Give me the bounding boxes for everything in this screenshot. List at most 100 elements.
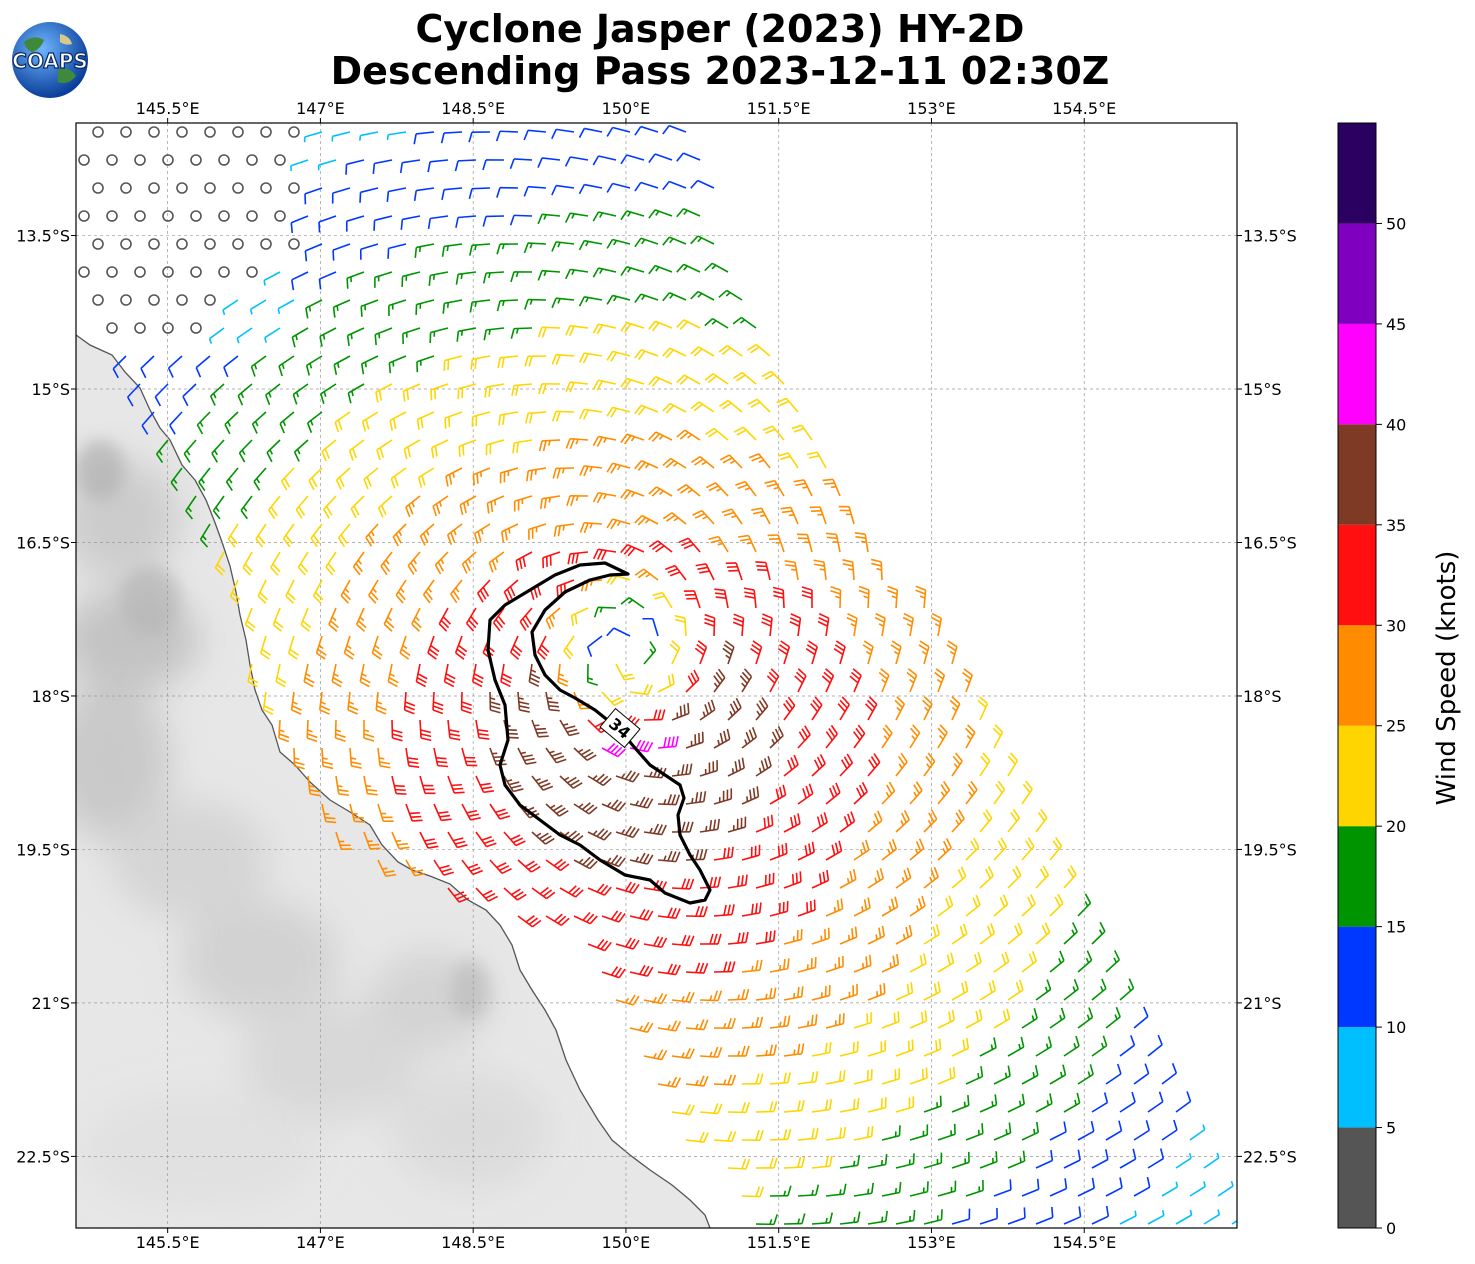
wind-barb [727, 1102, 751, 1114]
wind-barb [363, 775, 378, 796]
wind-barb [620, 597, 645, 609]
wind-barb [232, 182, 244, 194]
wind-barb [676, 374, 701, 385]
wind-barb [853, 1182, 875, 1197]
wind-barb [1021, 894, 1036, 917]
wind-barb [347, 691, 359, 715]
wind-barb [923, 1209, 943, 1225]
wind-barb [993, 1122, 1012, 1141]
wind-barb [923, 1152, 943, 1169]
wind-barb [510, 327, 533, 339]
colorbar-bin [1338, 223, 1376, 324]
wind-barb [257, 579, 269, 604]
wind-barb [825, 724, 838, 749]
wind-barb [162, 210, 174, 222]
wind-barb [909, 1010, 928, 1029]
wind-barb [906, 668, 918, 693]
wind-barb [78, 210, 90, 222]
wind-barb [176, 294, 188, 306]
wind-barb [473, 523, 491, 544]
wind-barb [430, 383, 449, 401]
wind-barb [783, 696, 796, 721]
wind-barb [937, 724, 948, 749]
wind-barb [225, 467, 239, 491]
wind-barb [578, 352, 603, 364]
wind-barb [620, 488, 645, 500]
wind-barb [690, 346, 715, 357]
wind-barb [1049, 1007, 1066, 1029]
wind-barb [349, 803, 365, 823]
wind-barb [538, 383, 561, 395]
wind-barb [593, 606, 617, 618]
wind-barb [783, 754, 799, 777]
wind-barb [447, 775, 465, 794]
wind-barb [415, 299, 435, 315]
wind-barb [1161, 1181, 1179, 1197]
lon-tick-label: 150°E [602, 99, 651, 118]
wind-barb [671, 934, 695, 947]
wind-barb [1021, 1178, 1040, 1197]
wind-barb [185, 495, 197, 520]
wind-barb [853, 954, 872, 973]
wind-barb [405, 495, 421, 518]
wind-barb [332, 299, 351, 318]
wind-barb [260, 238, 272, 250]
wind-barb [499, 467, 519, 484]
wind-barb [278, 355, 295, 377]
wind-barb [965, 780, 978, 805]
wind-barb [120, 238, 132, 250]
wind-barb [810, 696, 823, 721]
wind-barb [240, 495, 253, 520]
wind-barb [797, 783, 814, 805]
wind-barb [733, 426, 757, 441]
wind-barb [274, 154, 286, 166]
wind-barb [918, 640, 930, 665]
lon-tick-label: 147°E [296, 1233, 345, 1252]
wind-barb [793, 479, 813, 497]
wind-barb [450, 579, 463, 604]
calm-circle [260, 126, 272, 138]
wind-barb [699, 933, 722, 945]
wind-barb [678, 537, 701, 553]
lon-tick-label: 153°E [907, 1233, 956, 1252]
wind-barb [106, 154, 118, 166]
wind-barb [445, 467, 463, 487]
wind-barb [471, 663, 484, 688]
lat-tick-label: 13.5°S [16, 227, 70, 246]
colorbar-tick-label: 30 [1386, 616, 1406, 635]
wind-barb [214, 551, 226, 576]
wind-barb [246, 154, 258, 166]
colorbar-bin [1338, 625, 1376, 726]
wind-barb [515, 551, 533, 571]
wind-barb [662, 292, 687, 302]
wind-barb [545, 858, 570, 872]
wind-barb [392, 523, 407, 547]
wind-barb [249, 299, 267, 315]
wind-barb [204, 238, 216, 250]
wind-barb [363, 719, 375, 742]
wind-barb [292, 383, 309, 405]
wind-barb [211, 439, 225, 463]
wind-barb [796, 533, 813, 553]
wind-barb [377, 747, 391, 769]
wind-barb [713, 1130, 737, 1142]
wind-barb [526, 467, 547, 482]
calm-circle [134, 210, 146, 222]
wind-barb [839, 869, 857, 889]
wind-barb [993, 894, 1009, 917]
wind-barb [1133, 1006, 1149, 1029]
wind-barb [263, 271, 281, 286]
wind-barb [741, 1129, 764, 1141]
wind-barb [992, 724, 1004, 749]
wind-barb [531, 719, 549, 738]
wind-barb [797, 725, 811, 749]
wind-barb [699, 876, 722, 889]
wind-barb [260, 182, 272, 194]
wind-barb [461, 747, 478, 767]
wind-barb [416, 355, 435, 373]
wind-barb [690, 290, 715, 301]
wind-barb [741, 1073, 764, 1085]
colorbar-bin [1338, 926, 1376, 1028]
wind-barb [551, 184, 575, 196]
wind-barb [391, 831, 410, 850]
